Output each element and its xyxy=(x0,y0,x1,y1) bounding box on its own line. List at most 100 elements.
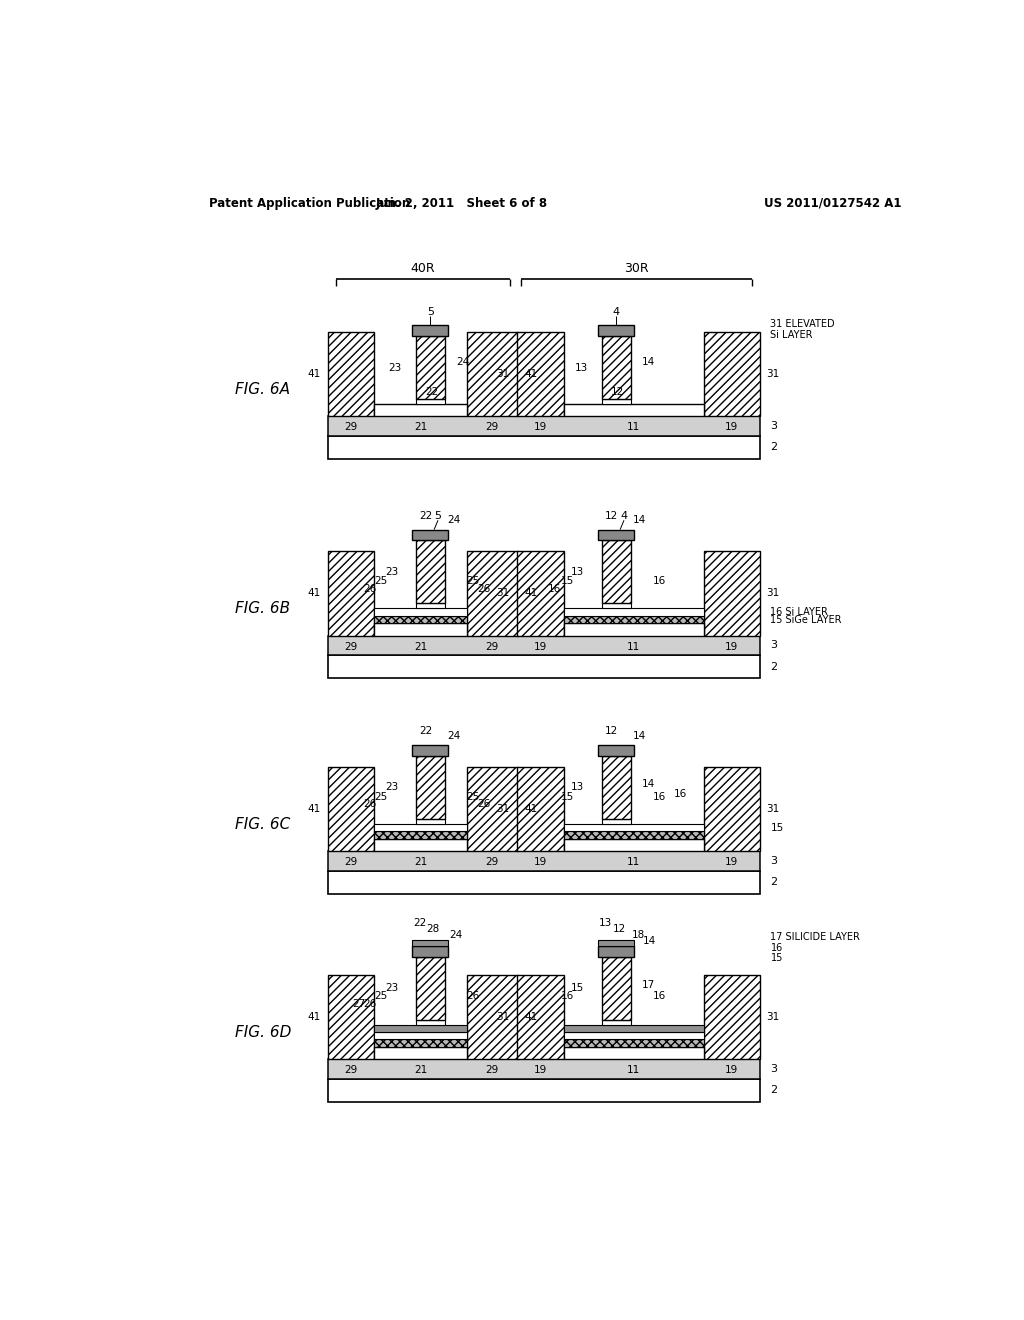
Text: 26: 26 xyxy=(477,800,490,809)
Text: 3: 3 xyxy=(770,855,777,866)
Text: 16: 16 xyxy=(674,788,687,799)
Bar xyxy=(375,824,467,832)
Bar xyxy=(517,767,563,851)
Text: 31: 31 xyxy=(496,804,509,814)
Text: 31: 31 xyxy=(766,589,779,598)
Bar xyxy=(517,974,563,1059)
Text: 19: 19 xyxy=(534,642,547,652)
Text: 13: 13 xyxy=(574,363,588,372)
Bar xyxy=(375,1047,467,1059)
Text: 23: 23 xyxy=(385,983,398,994)
Bar xyxy=(467,552,518,636)
Text: 29: 29 xyxy=(344,422,357,432)
Bar xyxy=(375,615,467,623)
Text: 23: 23 xyxy=(385,783,398,792)
Bar xyxy=(517,552,563,636)
Text: 11: 11 xyxy=(627,857,640,867)
Text: 21: 21 xyxy=(415,857,428,867)
Bar xyxy=(598,529,634,540)
Text: 12: 12 xyxy=(605,511,618,520)
Text: 25: 25 xyxy=(375,792,388,801)
Bar xyxy=(416,400,445,404)
Bar xyxy=(413,946,449,957)
Bar xyxy=(328,436,760,459)
Text: 24: 24 xyxy=(456,356,469,367)
Bar xyxy=(328,655,760,678)
Bar xyxy=(563,615,703,623)
Bar xyxy=(601,400,631,404)
Text: 4: 4 xyxy=(612,306,620,317)
Text: 19: 19 xyxy=(534,422,547,432)
Text: 22: 22 xyxy=(419,726,432,737)
Bar xyxy=(563,832,703,840)
Bar xyxy=(517,331,563,416)
Bar xyxy=(563,1047,703,1059)
Text: 23: 23 xyxy=(385,566,398,577)
Text: 24: 24 xyxy=(447,731,461,741)
Text: 2: 2 xyxy=(770,661,777,672)
Text: 16: 16 xyxy=(652,576,666,586)
Bar xyxy=(375,1032,467,1039)
Text: 14: 14 xyxy=(642,779,655,788)
Text: 22: 22 xyxy=(419,511,432,520)
Text: FIG. 6C: FIG. 6C xyxy=(234,817,290,832)
Text: 25: 25 xyxy=(467,576,480,586)
Bar xyxy=(703,331,760,416)
Text: 26: 26 xyxy=(477,583,490,594)
Text: 29: 29 xyxy=(344,857,357,867)
Text: 17: 17 xyxy=(642,979,655,990)
Bar xyxy=(563,609,703,615)
Text: FIG. 6A: FIG. 6A xyxy=(234,381,290,397)
Bar xyxy=(328,974,375,1059)
Bar xyxy=(601,540,631,603)
Text: 26: 26 xyxy=(364,999,377,1008)
Bar xyxy=(601,756,631,818)
Bar xyxy=(598,940,634,946)
Text: 19: 19 xyxy=(534,857,547,867)
Text: 21: 21 xyxy=(415,422,428,432)
Bar xyxy=(328,331,375,416)
Text: 16: 16 xyxy=(652,991,666,1001)
Bar xyxy=(601,603,631,609)
Text: 24: 24 xyxy=(447,515,461,525)
Text: 19: 19 xyxy=(725,857,738,867)
Bar xyxy=(328,871,760,894)
Text: Si LAYER: Si LAYER xyxy=(770,330,813,339)
Bar xyxy=(598,326,634,337)
Text: 15: 15 xyxy=(770,822,783,833)
Text: 24: 24 xyxy=(449,931,462,940)
Text: 4: 4 xyxy=(621,511,628,520)
Text: 29: 29 xyxy=(485,857,499,867)
Text: 23: 23 xyxy=(388,363,401,372)
Bar xyxy=(416,337,445,400)
Text: 41: 41 xyxy=(307,804,321,814)
Text: 27: 27 xyxy=(352,999,366,1008)
Text: 11: 11 xyxy=(627,1065,640,1074)
Bar xyxy=(563,1032,703,1039)
Text: 31 ELEVATED: 31 ELEVATED xyxy=(770,319,836,329)
Bar xyxy=(328,1059,760,1078)
Text: 41: 41 xyxy=(524,804,538,814)
Bar xyxy=(328,636,760,655)
Text: 21: 21 xyxy=(415,642,428,652)
Bar xyxy=(601,337,631,400)
Text: 41: 41 xyxy=(524,370,538,379)
Text: 41: 41 xyxy=(524,1012,538,1022)
Text: 26: 26 xyxy=(364,800,377,809)
Text: 12: 12 xyxy=(611,387,625,397)
Text: 2: 2 xyxy=(770,1085,777,1096)
Text: FIG. 6B: FIG. 6B xyxy=(234,602,290,616)
Bar xyxy=(467,767,518,851)
Bar xyxy=(413,940,449,946)
Text: 19: 19 xyxy=(534,1065,547,1074)
Text: 21: 21 xyxy=(415,1065,428,1074)
Text: 15 SiGe LAYER: 15 SiGe LAYER xyxy=(770,615,842,624)
Bar xyxy=(375,609,467,615)
Text: 14: 14 xyxy=(642,356,655,367)
Text: 2: 2 xyxy=(770,878,777,887)
Text: 14: 14 xyxy=(643,936,655,946)
Text: 31: 31 xyxy=(766,1012,779,1022)
Text: 40R: 40R xyxy=(411,261,435,275)
Text: 14: 14 xyxy=(633,515,646,525)
Bar xyxy=(467,974,518,1059)
